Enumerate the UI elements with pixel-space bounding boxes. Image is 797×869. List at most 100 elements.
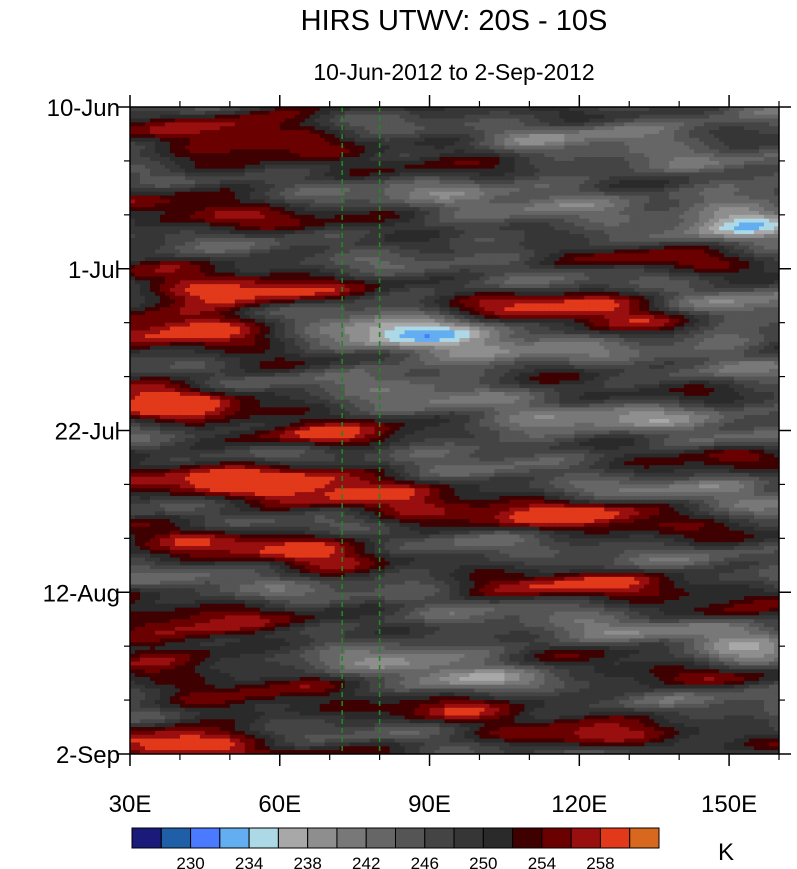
field-cell [139,191,146,197]
field-cell [259,164,266,170]
field-cell [149,114,156,120]
field-cell [349,218,356,224]
field-cell [214,214,221,220]
field-cell [189,164,196,170]
field-cell [130,145,136,150]
field-cell [474,230,481,235]
field-cell [189,157,196,162]
field-cell [259,234,266,239]
field-cell [494,176,501,181]
field-cell [719,249,725,254]
field-cell [299,184,306,189]
field-cell [754,114,760,120]
field-cell [194,214,201,220]
field-cell [374,222,381,227]
field-cell [559,180,565,185]
field-cell [514,237,520,243]
field-cell [704,207,710,212]
field-cell [524,226,530,231]
field-cell [699,226,705,231]
field-cell [369,110,376,116]
field-cell [694,234,700,239]
field-cell [559,172,565,177]
field-cell [329,199,336,204]
field-cell [464,130,471,135]
field-cell [444,114,451,120]
field-cell [389,153,396,158]
field-cell [694,237,700,243]
field-cell [534,245,540,251]
field-cell [194,230,201,235]
field-cell [309,210,316,216]
field-cell [709,214,715,220]
field-cell [734,218,740,224]
field-cell [479,237,486,243]
field-cell [719,237,725,243]
field-cell [234,149,241,154]
field-cell [654,234,660,239]
field-cell [179,234,186,239]
field-cell [719,157,725,162]
field-cell [404,207,411,212]
field-cell [769,137,775,143]
field-cell [509,199,516,204]
field-cell [249,195,256,201]
field-cell [719,234,725,239]
field-cell [259,230,266,235]
field-cell [679,245,685,251]
field-cell [559,110,565,116]
field-cell [444,176,451,181]
field-cell [449,237,456,243]
field-cell [659,153,665,158]
field-cell [734,164,740,170]
field-cell [274,160,281,166]
field-cell [224,122,231,127]
field-cell [634,172,640,177]
field-cell [269,172,276,177]
field-cell [344,164,351,170]
field-cell [439,210,446,216]
field-cell [309,122,316,127]
field-cell [619,153,625,158]
field-cell [694,180,700,185]
field-cell [444,241,451,247]
field-cell [159,160,166,166]
field-cell [659,222,665,227]
field-cell [604,141,610,147]
field-cell [174,187,181,193]
field-cell [279,234,286,239]
field-cell [704,107,710,112]
field-cell [224,187,231,193]
field-cell [314,237,321,243]
field-cell [369,153,376,158]
field-cell [324,230,331,235]
field-cell [374,172,381,177]
field-cell [319,126,326,131]
field-cell [539,218,545,224]
field-cell [314,230,321,235]
field-cell [204,234,211,239]
field-cell [714,230,720,235]
field-cell [649,180,655,185]
field-cell [534,107,540,112]
field-cell [619,176,625,181]
field-cell [724,226,730,231]
field-cell [719,133,725,139]
field-cell [299,118,306,123]
field-cell [364,237,371,243]
field-cell [694,245,700,251]
field-cell [739,130,745,135]
field-cell [130,237,136,243]
field-cell [269,149,276,154]
field-cell [264,122,271,127]
field-cell [254,114,261,120]
field-cell [209,176,216,181]
field-cell [134,222,141,227]
field-cell [269,141,276,147]
field-cell [714,207,720,212]
field-cell [194,203,201,208]
field-cell [229,176,236,181]
field-cell [274,207,281,212]
field-cell [454,122,461,127]
field-cell [539,187,545,193]
